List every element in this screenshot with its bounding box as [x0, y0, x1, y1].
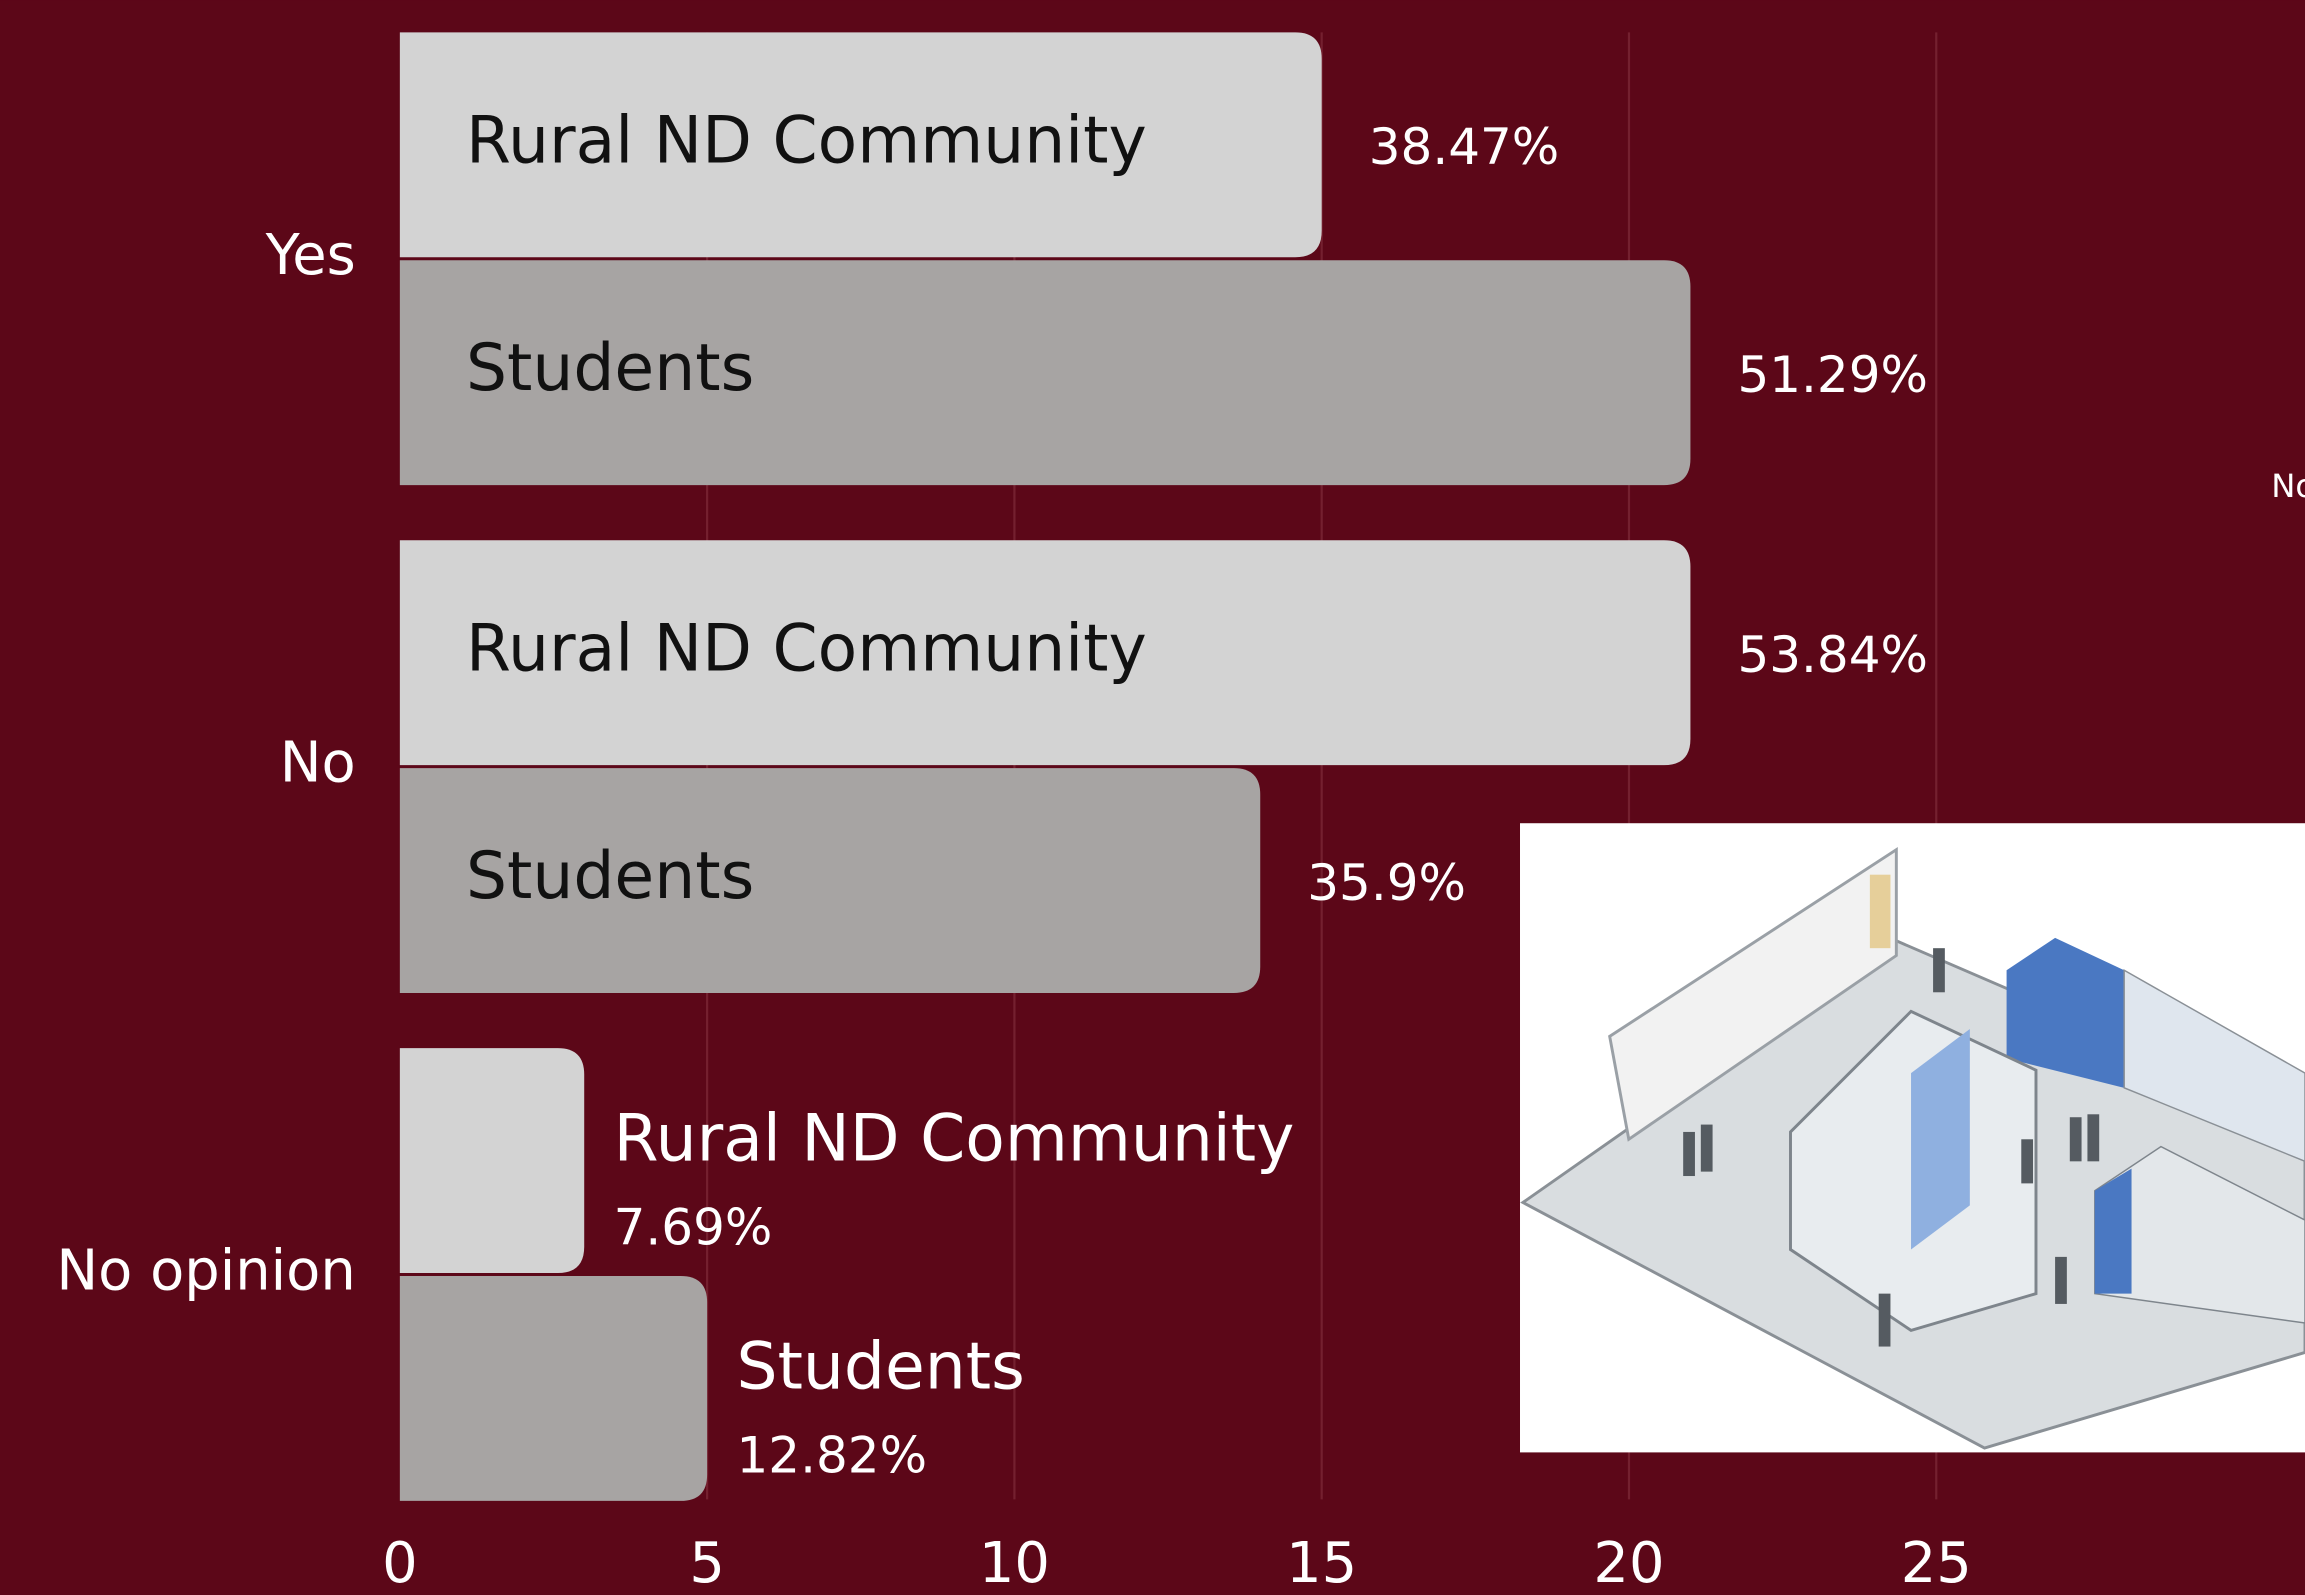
bar — [399, 260, 1691, 486]
series-name: Students — [466, 839, 754, 914]
percent-label: 53.84% — [1737, 626, 1928, 684]
x-tick-label: 5 — [689, 1531, 725, 1595]
category-label: No opinion — [56, 1239, 355, 1304]
bars — [399, 32, 1691, 1501]
percent-label: 51.29% — [1737, 346, 1928, 404]
series-name: Students — [737, 1329, 1025, 1404]
percent-label: 12.82% — [737, 1427, 928, 1485]
room-wall — [2123, 968, 2305, 1163]
bar — [399, 768, 1261, 994]
x-tick-label: 25 — [1901, 1531, 1972, 1595]
x-tick-label: 10 — [979, 1531, 1050, 1595]
x-tick-label: 0 — [382, 1531, 418, 1595]
bar — [399, 1275, 708, 1501]
bar — [399, 32, 1322, 258]
percent-label: 35.9% — [1307, 854, 1466, 912]
room-blue-2 — [1911, 1029, 1970, 1250]
people — [1683, 948, 2100, 1347]
series-name: Rural ND Community — [614, 1102, 1295, 1177]
series-name: Rural ND Community — [466, 103, 1147, 178]
floor-plan-image — [1520, 823, 2305, 1453]
room-blue-3 — [2094, 1168, 2132, 1294]
annotation: No — [2271, 467, 2305, 505]
category-label: No — [280, 731, 356, 796]
series-name: Rural ND Community — [466, 611, 1147, 686]
door — [1869, 874, 1891, 949]
category-label: Yes — [265, 223, 356, 288]
bar — [399, 540, 1691, 766]
x-tick-label: 15 — [1286, 1531, 1357, 1595]
series-name: Students — [466, 331, 754, 406]
wall — [1608, 846, 1898, 1142]
percent-label: 38.47% — [1369, 118, 1560, 176]
room-blue — [2006, 937, 2125, 1088]
x-tick-label: 20 — [1593, 1531, 1664, 1595]
bar — [399, 1048, 585, 1274]
percent-label: 7.69% — [614, 1199, 773, 1257]
